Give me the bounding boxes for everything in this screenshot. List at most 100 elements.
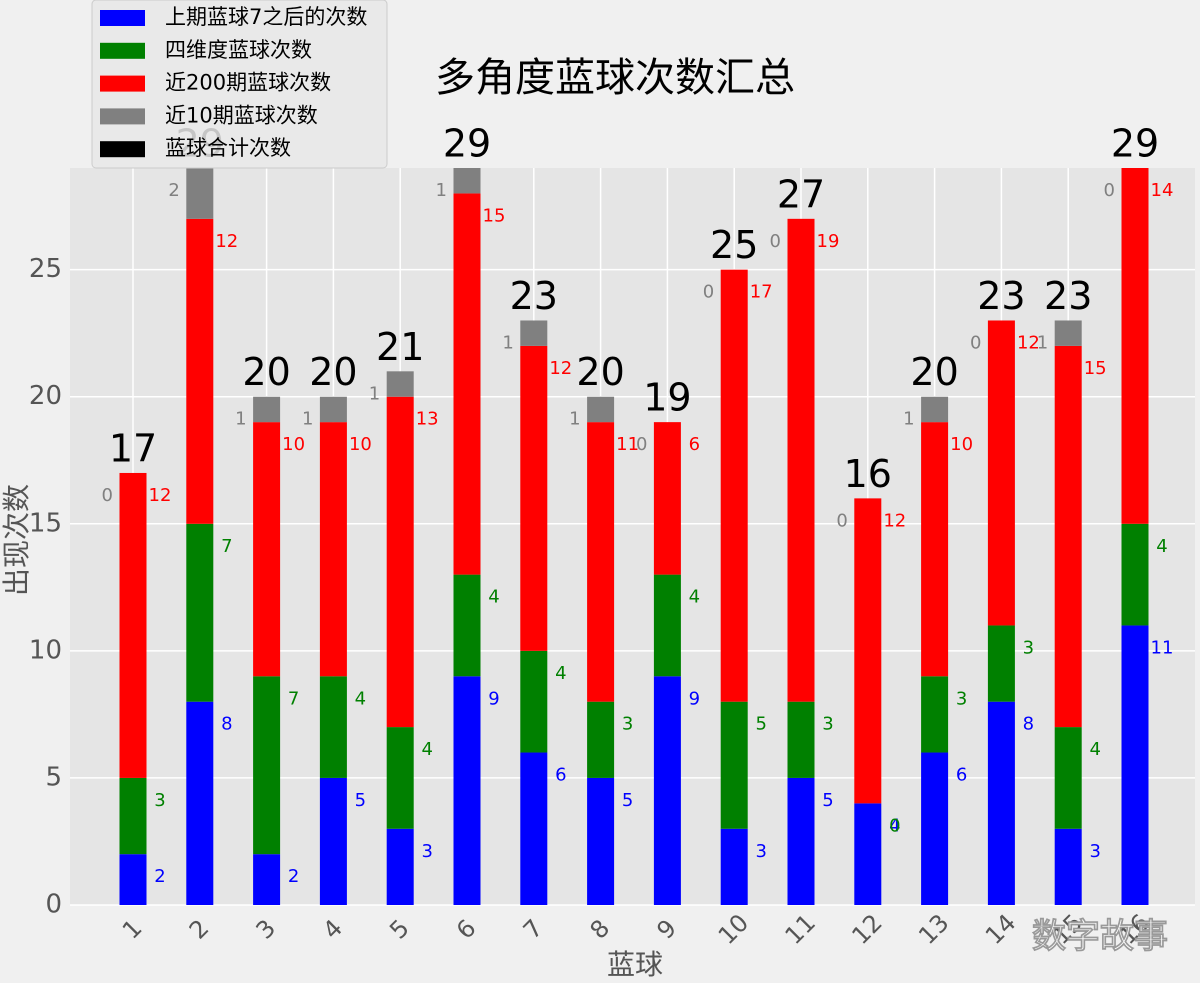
bar-segment (720, 269, 748, 702)
bar-segment (1121, 625, 1149, 905)
bar-segment (119, 777, 147, 855)
bar-segment (119, 472, 147, 778)
bar-segment (921, 396, 949, 423)
value-label: 5 (355, 790, 366, 811)
legend-swatch (100, 42, 145, 59)
value-label: 0 (970, 332, 981, 353)
bar-segment (653, 574, 681, 677)
legend-label: 近200期蓝球次数 (165, 71, 331, 95)
bar-segment (587, 396, 615, 423)
bar-segment (854, 803, 882, 905)
bar-segment (186, 168, 214, 219)
bar-segment (587, 777, 615, 905)
value-label: 3 (956, 688, 967, 709)
bar-segment (453, 676, 481, 905)
total-label: 20 (309, 350, 357, 394)
bar-segment (921, 676, 949, 753)
bar-segment (987, 320, 1015, 626)
total-label: 19 (643, 376, 691, 420)
value-label: 0 (703, 282, 714, 303)
value-label: 1 (569, 409, 580, 430)
value-label: 5 (822, 790, 833, 811)
total-label: 21 (376, 325, 424, 369)
value-label: 0 (770, 231, 781, 252)
value-label: 4 (555, 663, 566, 684)
value-label: 2 (288, 866, 299, 887)
total-label: 20 (242, 350, 290, 394)
value-label: 11 (1151, 637, 1174, 658)
bar-segment (520, 752, 548, 905)
legend-box (91, 0, 388, 169)
bar-segment (386, 396, 414, 728)
y-tick-label: 25 (29, 254, 62, 284)
bar-segment (186, 701, 214, 905)
bar-segment (987, 701, 1015, 905)
value-label: 5 (622, 790, 633, 811)
x-axis-label: 蓝球 (607, 948, 663, 981)
bar-segment (720, 828, 748, 905)
value-label: 10 (282, 434, 305, 455)
value-label: 3 (154, 790, 165, 811)
bar-segment (453, 193, 481, 575)
bar-segment (587, 701, 615, 778)
value-label: 6 (956, 765, 967, 786)
value-label: 6 (689, 434, 700, 455)
bar-segment (921, 752, 949, 905)
bar-segment (1054, 345, 1082, 728)
total-label: 29 (443, 122, 491, 166)
legend-label: 四维度蓝球次数 (165, 38, 312, 62)
value-label: 4 (355, 688, 366, 709)
y-tick-label: 20 (29, 381, 62, 411)
value-label: 1 (903, 409, 914, 430)
bar-segment (319, 777, 347, 905)
y-tick-label: 5 (45, 762, 62, 792)
value-label: 19 (817, 231, 840, 252)
bar-segment (253, 854, 281, 905)
bar-segment (319, 676, 347, 778)
value-label: 3 (1089, 841, 1100, 862)
bar-segment (1054, 828, 1082, 905)
bar-segment (253, 676, 281, 855)
value-label: 8 (221, 714, 232, 735)
bar-segment (253, 396, 281, 423)
value-label: 4 (689, 587, 700, 608)
value-label: 0 (889, 815, 900, 836)
bar-segment (520, 345, 548, 651)
watermark: 数字故事 (1032, 917, 1168, 957)
total-label: 23 (1044, 274, 1092, 318)
value-label: 4 (1156, 536, 1167, 557)
bar-segment (253, 422, 281, 677)
value-label: 12 (215, 231, 238, 252)
value-label: 1 (369, 383, 380, 404)
bar-segment (653, 422, 681, 575)
bar-segment (186, 218, 214, 524)
value-label: 0 (836, 510, 847, 531)
value-label: 4 (1089, 739, 1100, 760)
bar-segment (186, 523, 214, 702)
value-label: 3 (755, 841, 766, 862)
value-label: 1 (502, 332, 513, 353)
value-label: 1 (1037, 332, 1048, 353)
total-label: 29 (1111, 122, 1159, 166)
value-label: 12 (549, 358, 572, 379)
total-label: 27 (777, 172, 825, 216)
bar-segment (453, 574, 481, 677)
y-axis-label: 出现次数 (0, 484, 33, 596)
value-label: 0 (1104, 180, 1115, 201)
value-label: 4 (889, 815, 900, 836)
bar-segment (119, 854, 147, 905)
total-label: 17 (109, 426, 157, 470)
value-label: 1 (235, 409, 246, 430)
bar-segment (1054, 320, 1082, 346)
bar-segment (386, 727, 414, 829)
legend-label: 蓝球合计次数 (165, 136, 291, 160)
value-label: 7 (221, 536, 232, 557)
bar-segment (386, 828, 414, 905)
value-label: 3 (822, 714, 833, 735)
bar-segment (453, 168, 481, 194)
value-label: 5 (755, 714, 766, 735)
legend-swatch (100, 10, 145, 26)
legend-label: 上期蓝球7之后的次数 (165, 5, 367, 29)
